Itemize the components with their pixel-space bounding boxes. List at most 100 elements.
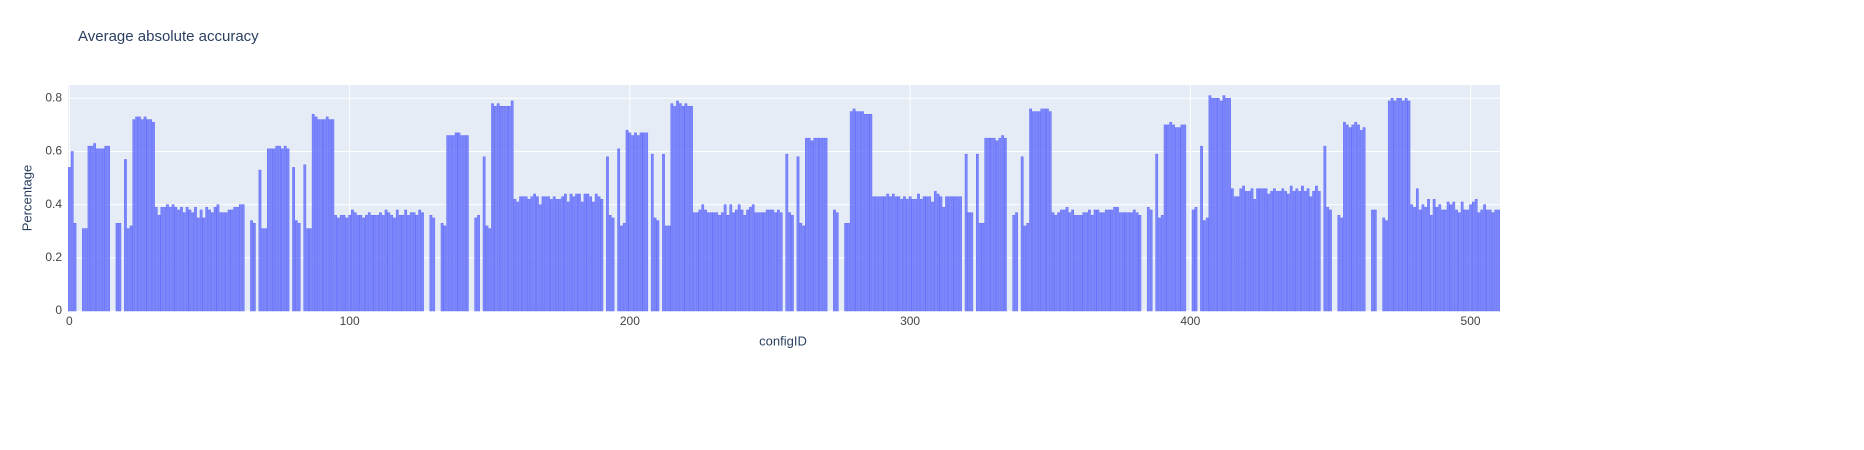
- bar: [625, 129, 629, 312]
- bar: [163, 207, 167, 312]
- bar: [1155, 153, 1159, 312]
- bar: [1410, 204, 1414, 312]
- bar: [135, 116, 139, 312]
- bar: [275, 145, 279, 312]
- bar: [779, 212, 783, 312]
- bar: [1446, 201, 1450, 312]
- bar: [1401, 100, 1405, 312]
- bar: [264, 228, 267, 312]
- bar: [373, 215, 377, 312]
- bar: [889, 196, 892, 312]
- bar: [180, 207, 183, 312]
- bar: [676, 100, 679, 312]
- bar: [465, 135, 469, 312]
- bar: [516, 201, 520, 312]
- bar: [334, 215, 337, 312]
- bar: [395, 209, 399, 312]
- x-axis-title: configID: [759, 333, 807, 348]
- bar: [1373, 209, 1377, 312]
- bar: [662, 153, 665, 312]
- bar: [1132, 209, 1136, 312]
- bar: [1222, 95, 1226, 312]
- bar: [1051, 212, 1055, 312]
- bar: [1362, 127, 1366, 312]
- bar: [883, 196, 887, 312]
- bar: [185, 207, 189, 312]
- bar: [152, 121, 155, 312]
- bar: [692, 212, 696, 312]
- bar: [1427, 199, 1430, 312]
- bar: [1054, 215, 1058, 312]
- bar: [611, 217, 615, 312]
- bar: [493, 106, 497, 312]
- bar: [1048, 111, 1052, 312]
- bar: [90, 145, 94, 312]
- bar: [1497, 209, 1500, 312]
- bar: [96, 148, 99, 312]
- y-tick-label: 0.2: [45, 250, 62, 264]
- bar: [362, 217, 366, 312]
- bar: [208, 209, 211, 312]
- bar: [1015, 212, 1018, 312]
- bar: [348, 215, 352, 312]
- bar: [774, 212, 777, 312]
- bar: [1354, 121, 1358, 312]
- bar: [1472, 201, 1475, 312]
- bar: [942, 207, 946, 312]
- bar: [1385, 220, 1388, 312]
- bar: [863, 113, 867, 312]
- bar: [538, 204, 542, 312]
- bar: [541, 196, 545, 312]
- bar: [928, 196, 932, 312]
- bar: [785, 153, 789, 312]
- bar: [852, 108, 856, 312]
- bar: [381, 215, 385, 312]
- bar: [1183, 124, 1187, 312]
- bar: [592, 201, 595, 312]
- y-tick-label: 0.6: [45, 144, 62, 158]
- bar: [628, 132, 632, 312]
- bar: [1043, 108, 1046, 312]
- bar: [578, 193, 581, 312]
- bar: [146, 119, 150, 312]
- bar: [266, 148, 270, 312]
- bar: [345, 217, 349, 312]
- bar: [653, 217, 657, 312]
- bar: [98, 148, 102, 312]
- bar: [813, 137, 817, 312]
- bar: [482, 156, 486, 312]
- bar: [1494, 209, 1498, 312]
- bar: [1483, 204, 1486, 312]
- bar: [810, 140, 814, 312]
- bar: [1323, 145, 1327, 312]
- bar: [737, 204, 741, 312]
- bar: [522, 196, 525, 312]
- bar: [359, 215, 363, 312]
- bar: [250, 220, 253, 312]
- bar: [376, 215, 380, 312]
- bar: [1278, 191, 1282, 312]
- bar: [1102, 212, 1105, 312]
- bar: [292, 167, 295, 312]
- bar: [457, 132, 461, 312]
- bar: [754, 212, 758, 312]
- bar: [261, 228, 265, 312]
- bar: [1079, 215, 1083, 312]
- x-tick-label: 200: [620, 314, 640, 328]
- bar: [1284, 191, 1287, 312]
- bar: [914, 199, 918, 312]
- bar: [1275, 191, 1279, 312]
- bar: [1057, 212, 1061, 312]
- bar: [802, 225, 805, 312]
- bar: [555, 199, 559, 312]
- bar: [805, 137, 808, 312]
- bar: [897, 196, 901, 312]
- bar: [564, 193, 567, 312]
- bar: [68, 167, 71, 312]
- bar: [1264, 188, 1268, 312]
- bar: [967, 212, 971, 312]
- bar: [723, 204, 727, 312]
- bar: [216, 204, 220, 312]
- bar: [536, 196, 539, 312]
- x-tick-label: 100: [340, 314, 360, 328]
